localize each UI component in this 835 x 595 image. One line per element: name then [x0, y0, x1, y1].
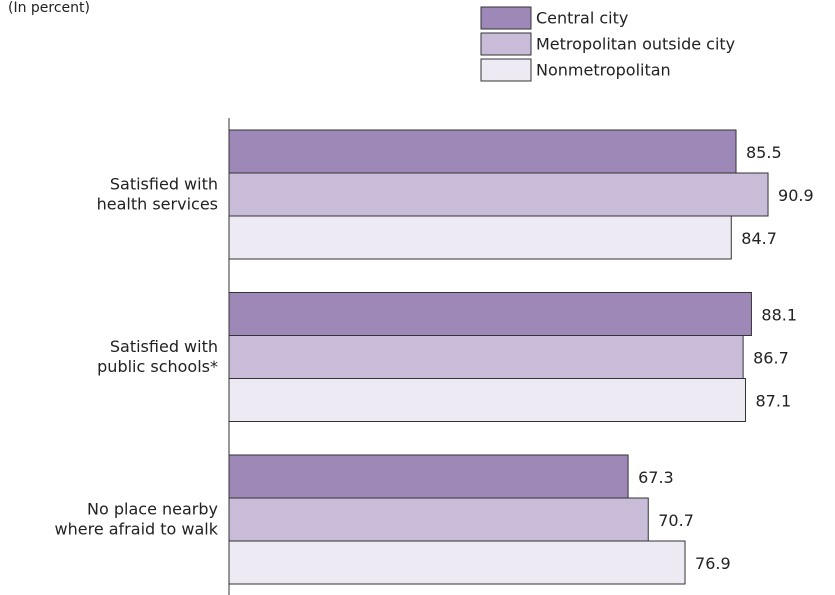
value-label: 70.7: [658, 511, 694, 530]
legend-label: Nonmetropolitan: [536, 61, 671, 80]
bar: [228, 129, 737, 174]
category-label-line: health services: [97, 194, 218, 213]
bar: [228, 454, 629, 499]
chart-subtitle: (In percent): [8, 0, 90, 16]
value-label: 85.5: [746, 143, 782, 162]
bar: [228, 497, 649, 542]
category-label-line: public schools*: [97, 357, 218, 376]
category-label: Satisfied with public schools*: [97, 337, 218, 376]
value-label: 86.7: [753, 349, 789, 368]
category-label-line: No place nearby: [87, 499, 218, 518]
value-label: 84.7: [741, 229, 777, 248]
value-label: 76.9: [695, 554, 731, 573]
category-label: Satisfied with health services: [97, 174, 218, 213]
value-label: 67.3: [638, 468, 674, 487]
bar: [228, 215, 732, 260]
legend-label: Central city: [536, 9, 628, 28]
bar: [228, 335, 744, 379]
value-label: 87.1: [756, 392, 792, 411]
category-label-line: Satisfied with: [110, 337, 218, 356]
bar: [228, 378, 747, 422]
legend-swatch: [480, 58, 532, 82]
bar: [228, 172, 769, 217]
legend-swatch: [480, 6, 532, 30]
bar: [228, 540, 686, 585]
category-label-line: where afraid to walk: [55, 519, 219, 538]
legend-swatch: [480, 32, 532, 56]
category-label: No place nearby where afraid to walk: [55, 499, 219, 538]
bar: [228, 292, 752, 336]
value-label: 88.1: [761, 306, 797, 325]
legend-label: Metropolitan outside city: [536, 35, 735, 54]
category-label-line: Satisfied with: [110, 174, 218, 193]
value-label: 90.9: [778, 186, 814, 205]
